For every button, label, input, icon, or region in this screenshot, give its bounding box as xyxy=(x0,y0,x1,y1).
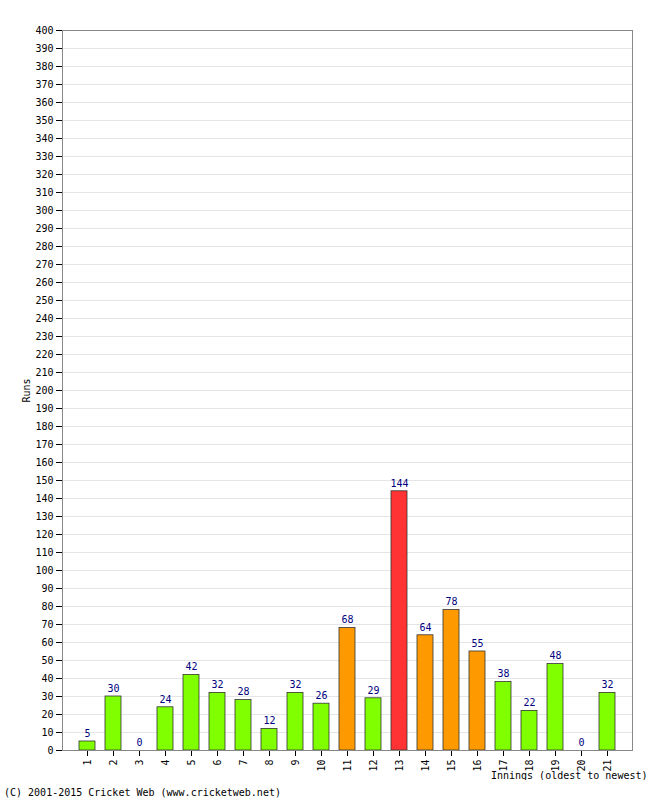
svg-text:16: 16 xyxy=(472,760,483,772)
svg-text:17: 17 xyxy=(497,759,509,772)
svg-text:18: 18 xyxy=(523,759,535,772)
svg-text:230: 230 xyxy=(35,331,53,342)
svg-text:29: 29 xyxy=(367,685,379,696)
svg-text:340: 340 xyxy=(35,133,53,144)
svg-text:110: 110 xyxy=(35,547,53,558)
svg-text:26: 26 xyxy=(315,690,327,701)
svg-text:50: 50 xyxy=(41,655,53,666)
svg-text:48: 48 xyxy=(549,650,561,661)
svg-text:78: 78 xyxy=(445,596,457,607)
svg-text:250: 250 xyxy=(35,295,53,306)
svg-text:32: 32 xyxy=(211,679,223,690)
svg-text:80: 80 xyxy=(41,601,53,612)
svg-text:30: 30 xyxy=(41,691,53,702)
svg-text:90: 90 xyxy=(41,583,53,594)
svg-text:8: 8 xyxy=(264,760,275,766)
svg-text:3: 3 xyxy=(134,760,145,766)
svg-text:12: 12 xyxy=(368,760,379,772)
svg-text:24: 24 xyxy=(159,694,171,705)
svg-text:32: 32 xyxy=(601,679,613,690)
svg-text:220: 220 xyxy=(35,349,53,360)
svg-text:290: 290 xyxy=(35,223,53,234)
svg-text:38: 38 xyxy=(497,668,509,679)
svg-text:400: 400 xyxy=(35,25,53,36)
svg-text:70: 70 xyxy=(41,619,53,630)
svg-text:55: 55 xyxy=(471,638,483,649)
svg-text:1: 1 xyxy=(82,760,93,766)
svg-text:68: 68 xyxy=(341,614,353,625)
svg-text:14: 14 xyxy=(420,760,431,772)
svg-text:7: 7 xyxy=(238,760,249,766)
svg-text:60: 60 xyxy=(41,637,53,648)
svg-text:150: 150 xyxy=(35,475,53,486)
svg-text:100: 100 xyxy=(35,565,53,576)
svg-text:Runs: Runs xyxy=(21,378,32,402)
svg-text:13: 13 xyxy=(394,760,405,772)
svg-text:210: 210 xyxy=(35,367,53,378)
svg-text:19: 19 xyxy=(549,759,561,772)
svg-text:190: 190 xyxy=(35,403,53,414)
svg-text:6: 6 xyxy=(212,760,223,766)
svg-text:22: 22 xyxy=(523,697,535,708)
svg-text:390: 390 xyxy=(35,43,53,54)
svg-text:240: 240 xyxy=(35,313,53,324)
svg-text:370: 370 xyxy=(35,79,53,90)
svg-text:9: 9 xyxy=(290,760,301,766)
svg-text:15: 15 xyxy=(446,760,457,772)
svg-text:12: 12 xyxy=(263,715,275,726)
svg-text:270: 270 xyxy=(35,259,53,270)
svg-text:5: 5 xyxy=(186,760,197,766)
html-text:(C) 2001-2015 Cricket Web (www: (C) 2001-2015 Cricket Web (www.cricketwe… xyxy=(4,787,281,798)
svg-text:4: 4 xyxy=(160,760,171,766)
svg-text:120: 120 xyxy=(35,529,53,540)
svg-text:320: 320 xyxy=(35,169,53,180)
svg-text:380: 380 xyxy=(35,61,53,72)
svg-text:0: 0 xyxy=(47,745,53,756)
svg-text:0: 0 xyxy=(578,737,584,748)
svg-text:64: 64 xyxy=(419,622,431,633)
svg-text:5: 5 xyxy=(84,728,90,739)
svg-text:200: 200 xyxy=(35,385,53,396)
svg-text:10: 10 xyxy=(316,760,327,772)
svg-text:Innings (oldest to newest): Innings (oldest to newest) xyxy=(491,770,648,781)
svg-text:350: 350 xyxy=(35,115,53,126)
svg-text:0: 0 xyxy=(136,737,142,748)
svg-text:20: 20 xyxy=(41,709,53,720)
svg-text:330: 330 xyxy=(35,151,53,162)
svg-text:300: 300 xyxy=(35,205,53,216)
svg-text:140: 140 xyxy=(35,493,53,504)
svg-text:144: 144 xyxy=(390,478,408,489)
svg-text:260: 260 xyxy=(35,277,53,288)
svg-text:40: 40 xyxy=(41,673,53,684)
svg-text:160: 160 xyxy=(35,457,53,468)
svg-text:180: 180 xyxy=(35,421,53,432)
svg-text:130: 130 xyxy=(35,511,53,522)
svg-text:170: 170 xyxy=(35,439,53,450)
svg-text:28: 28 xyxy=(237,686,249,697)
svg-text:280: 280 xyxy=(35,241,53,252)
svg-text:42: 42 xyxy=(185,661,197,672)
svg-text:20: 20 xyxy=(575,759,587,772)
svg-text:21: 21 xyxy=(601,759,613,772)
svg-text:10: 10 xyxy=(41,727,53,738)
svg-text:310: 310 xyxy=(35,187,53,198)
svg-text:11: 11 xyxy=(342,760,353,772)
svg-text:360: 360 xyxy=(35,97,53,108)
svg-text:30: 30 xyxy=(107,683,119,694)
svg-text:32: 32 xyxy=(289,679,301,690)
svg-text:2: 2 xyxy=(108,760,119,766)
